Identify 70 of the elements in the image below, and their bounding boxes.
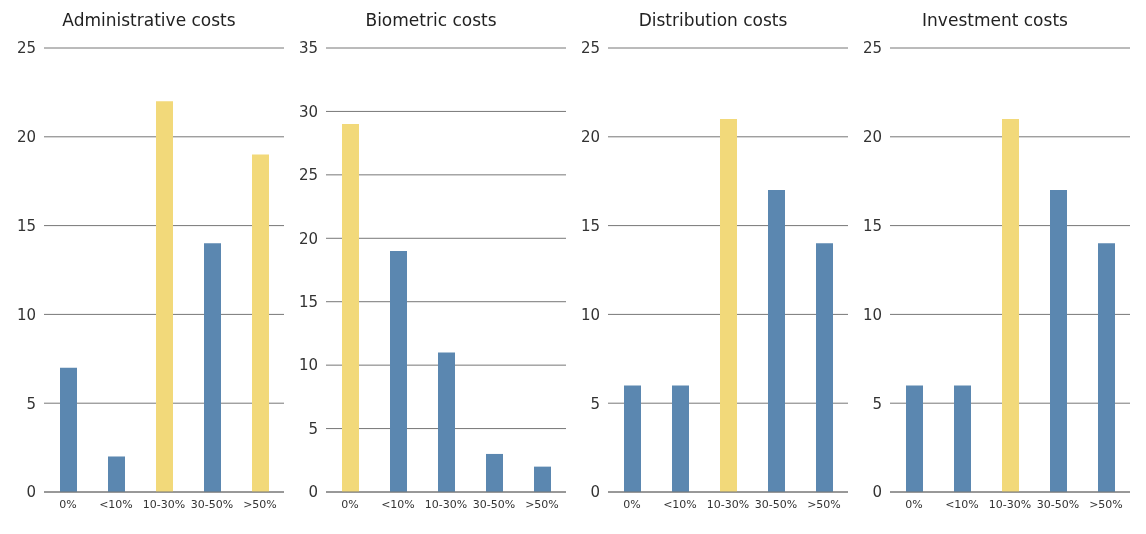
x-tick-label: 0% bbox=[341, 497, 359, 511]
bar bbox=[954, 385, 971, 492]
x-tick-label: 30-50% bbox=[754, 497, 798, 511]
y-tick-label: 25 bbox=[298, 166, 318, 185]
y-tick-label: 15 bbox=[862, 216, 882, 235]
bar bbox=[1098, 243, 1115, 492]
x-tick-label: 30-50% bbox=[472, 497, 516, 511]
y-tick-label: 5 bbox=[308, 419, 318, 438]
bar bbox=[486, 453, 503, 492]
x-tick-label: 10-30% bbox=[424, 497, 468, 511]
x-tick-label: <10% bbox=[945, 497, 979, 511]
y-tick-label: 20 bbox=[580, 128, 600, 147]
x-tick-label: 10-30% bbox=[988, 497, 1032, 511]
y-tick-label: 0 bbox=[308, 483, 318, 502]
x-tick-label: <10% bbox=[381, 497, 415, 511]
x-tick-label: <10% bbox=[663, 497, 697, 511]
y-tick-label: 0 bbox=[590, 483, 600, 502]
bar bbox=[720, 119, 737, 492]
chart-title: Investment costs bbox=[921, 9, 1069, 32]
bar bbox=[672, 385, 689, 492]
y-tick-label: 20 bbox=[862, 128, 882, 147]
bar bbox=[108, 456, 125, 492]
bar bbox=[252, 154, 269, 492]
y-tick-label: 25 bbox=[16, 39, 36, 58]
y-tick-label: 10 bbox=[16, 305, 36, 324]
y-tick-label: 25 bbox=[580, 39, 600, 58]
y-tick-label: 15 bbox=[298, 293, 318, 312]
bar bbox=[1002, 119, 1019, 492]
y-tick-label: 25 bbox=[862, 39, 882, 58]
x-tick-label: 10-30% bbox=[142, 497, 186, 511]
x-tick-label: >50% bbox=[525, 497, 559, 511]
bar bbox=[816, 243, 833, 492]
y-tick-label: 15 bbox=[16, 216, 36, 235]
y-tick-label: 10 bbox=[298, 356, 318, 375]
y-tick-label: 20 bbox=[16, 128, 36, 147]
x-tick-label: 30-50% bbox=[190, 497, 234, 511]
y-tick-label: 20 bbox=[298, 229, 318, 248]
bar bbox=[906, 385, 923, 492]
bar bbox=[438, 352, 455, 492]
y-tick-label: 5 bbox=[872, 394, 882, 413]
bar bbox=[156, 101, 173, 492]
bar bbox=[342, 124, 359, 492]
y-tick-label: 30 bbox=[298, 102, 318, 121]
chart-title: Biometric costs bbox=[364, 9, 498, 32]
y-tick-label: 10 bbox=[862, 305, 882, 324]
x-tick-label: 0% bbox=[905, 497, 923, 511]
y-tick-label: 0 bbox=[26, 483, 36, 502]
x-tick-label: 10-30% bbox=[706, 497, 750, 511]
bar bbox=[1050, 190, 1067, 492]
x-tick-label: 0% bbox=[623, 497, 641, 511]
chart-title: Administrative costs bbox=[61, 9, 237, 32]
y-tick-label: 0 bbox=[872, 483, 882, 502]
chart-title: Distribution costs bbox=[637, 9, 789, 32]
bar bbox=[60, 367, 77, 492]
bar bbox=[624, 385, 641, 492]
y-tick-label: 10 bbox=[580, 305, 600, 324]
y-tick-label: 15 bbox=[580, 216, 600, 235]
y-tick-label: 35 bbox=[298, 39, 318, 58]
x-tick-label: 0% bbox=[59, 497, 77, 511]
y-tick-label: 5 bbox=[590, 394, 600, 413]
x-tick-label: 30-50% bbox=[1036, 497, 1080, 511]
y-tick-label: 5 bbox=[26, 394, 36, 413]
bar bbox=[768, 190, 785, 492]
x-tick-label: >50% bbox=[807, 497, 841, 511]
x-tick-label: >50% bbox=[243, 497, 277, 511]
bar bbox=[204, 243, 221, 492]
bar bbox=[390, 250, 407, 492]
x-tick-label: <10% bbox=[99, 497, 133, 511]
bar bbox=[534, 466, 551, 492]
x-tick-label: >50% bbox=[1089, 497, 1123, 511]
